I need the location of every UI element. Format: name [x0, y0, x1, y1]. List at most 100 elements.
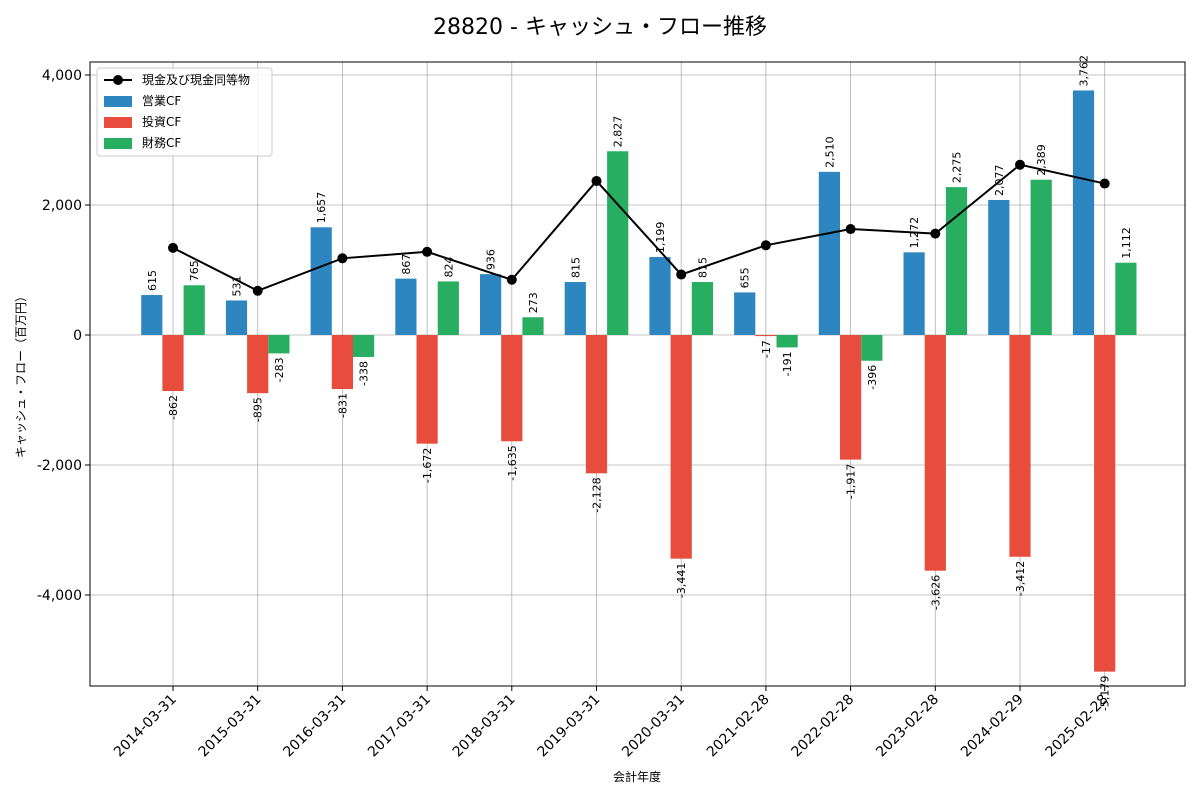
y-tick-label: 0	[73, 328, 82, 344]
bar-data-label: 655	[739, 267, 752, 288]
bar-data-label: 2,275	[951, 152, 964, 184]
cash-point	[337, 253, 348, 264]
x-tick-label: 2015-03-31	[196, 692, 265, 761]
bar-data-label: 1,272	[908, 217, 921, 249]
bar-data-label: 1,199	[654, 222, 667, 254]
bar-data-label: -2,128	[591, 477, 604, 512]
bar-1	[734, 292, 756, 335]
y-axis-ticks: -4,000 -2,000 0 2,000 4,000	[37, 68, 90, 604]
legend-swatch	[104, 96, 132, 107]
cash-point	[845, 224, 856, 235]
bar-data-label: 2,827	[612, 116, 625, 148]
y-tick-label: 2,000	[42, 198, 82, 214]
bar-1	[649, 257, 671, 335]
bar-data-label: 531	[231, 275, 244, 296]
x-tick-label: 2023-02-28	[873, 692, 942, 761]
bar-data-label: -191	[781, 351, 794, 376]
bar-data-label: -17	[760, 340, 773, 358]
bar-2	[416, 335, 438, 444]
bar-1	[395, 278, 417, 335]
x-tick-label: 2024-02-29	[958, 692, 1027, 761]
bar-2	[1094, 335, 1116, 672]
bar-data-label: 824	[442, 256, 455, 277]
bar-1	[988, 199, 1010, 335]
bar-data-label: -5,179	[1099, 676, 1112, 711]
bar-data-label: 3,762	[1078, 55, 1091, 87]
legend-entry-label: 投資CF	[142, 114, 181, 129]
bar-1	[818, 171, 840, 335]
x-tick-label: 2021-02-28	[704, 692, 773, 761]
bar-data-label: 2,077	[993, 164, 1006, 196]
legend-swatch	[104, 117, 132, 128]
bar-data-label: -283	[273, 357, 286, 382]
line-layer	[168, 159, 1110, 296]
plot-frame	[89, 61, 1186, 687]
bar-2	[670, 335, 692, 559]
bar-data-label: 936	[485, 249, 498, 270]
bar-data-label: -1,917	[845, 464, 858, 499]
cash-point	[930, 228, 941, 239]
bar-data-label: -831	[336, 393, 349, 418]
cash-point	[252, 285, 263, 296]
bar-2	[501, 335, 523, 442]
bar-2	[162, 335, 184, 392]
bar-data-label: -1,672	[421, 448, 434, 483]
bar-3	[353, 335, 375, 357]
x-tick-label: 2016-03-31	[280, 692, 349, 761]
cash-point	[506, 274, 517, 285]
bar-1	[564, 282, 586, 335]
bar-1	[903, 252, 925, 335]
legend-entry-label: 現金及び現金同等物	[142, 72, 250, 87]
legend-swatch	[104, 138, 132, 149]
x-axis-label: 会計年度	[613, 769, 661, 784]
bar-data-label: -3,412	[1014, 561, 1027, 596]
bar-layer	[141, 90, 1137, 672]
bar-3	[607, 151, 629, 335]
bar-3	[861, 335, 883, 361]
bar-1	[480, 274, 502, 335]
bar-2	[924, 335, 946, 571]
bar-1	[225, 300, 248, 335]
cash-point	[1099, 178, 1110, 189]
y-tick-label: -2,000	[37, 458, 82, 474]
chart-title: 28820 - キャッシュ・フロー推移	[433, 15, 767, 40]
bar-data-label: 273	[527, 292, 540, 313]
bar-2	[840, 335, 862, 460]
bar-data-label: -895	[252, 397, 265, 422]
cash-point	[1015, 159, 1025, 170]
cash-point	[760, 240, 771, 251]
legend-box	[96, 67, 273, 157]
x-tick-label: 2025-02-28	[1043, 692, 1112, 761]
legend-entry-label: 営業CF	[142, 94, 181, 108]
bar-data-label: -862	[167, 395, 180, 420]
bar-data-label: -338	[358, 361, 371, 386]
x-tick-label: 2018-03-31	[450, 692, 519, 761]
bar-data-label: 1,657	[315, 192, 328, 224]
bar-data-label: 867	[400, 254, 413, 275]
bar-data-label: 615	[146, 270, 159, 291]
x-tick-label: 2017-03-31	[365, 692, 434, 761]
bar-3	[522, 317, 544, 335]
bar-2	[247, 335, 269, 394]
cash-point	[422, 246, 433, 257]
bar-1	[310, 227, 332, 335]
bar-3	[691, 282, 713, 335]
bar-data-label: -3,441	[675, 563, 688, 598]
data-label-layer: 615 531 1,657 867 936 815 1,199 655 2,510 1,272 2,…	[146, 55, 1133, 711]
x-tick-label: 2014-03-31	[111, 692, 180, 761]
bar-data-label: -396	[866, 365, 879, 390]
bar-3	[776, 335, 798, 348]
bar-2	[755, 335, 777, 337]
bar-data-label: 815	[569, 257, 582, 278]
bar-data-label: 1,112	[1120, 227, 1133, 259]
bar-2	[1009, 335, 1031, 557]
bar-1	[141, 295, 163, 335]
bar-3	[183, 285, 205, 335]
bar-3	[1030, 179, 1052, 335]
bar-data-label: 765	[188, 260, 201, 281]
bar-2	[585, 335, 608, 474]
cash-point	[591, 175, 602, 186]
y-tick-label: -4,000	[37, 588, 82, 604]
bar-3	[268, 335, 290, 354]
